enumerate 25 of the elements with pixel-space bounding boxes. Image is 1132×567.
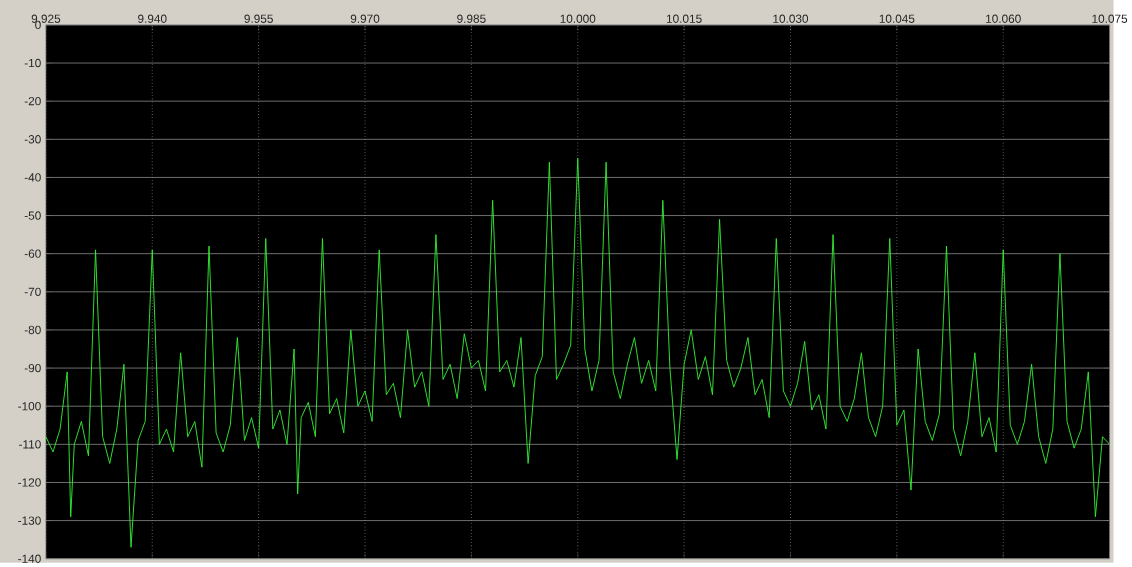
y-tick-label: -100 [18,401,41,411]
x-tick-label: 10.075 [1092,14,1128,23]
y-tick-label: -130 [18,516,41,525]
y-tick-label: -70 [24,287,41,296]
y-tick-label: -110 [19,440,41,449]
y-tick-label: -10 [24,58,41,68]
x-tick-label: 9.955 [244,14,273,23]
x-tick-label: 10.030 [773,14,809,23]
x-tick-label: 9.985 [457,14,486,23]
y-tick-label: -80 [24,325,41,334]
y-tick-label: -50 [24,211,41,220]
x-tick-label: 9.940 [138,14,167,23]
x-tick-label: 10.060 [986,14,1021,23]
y-tick-label: -60 [24,249,41,258]
y-tick-label: -140 [18,554,41,563]
y-tick-label: -120 [18,478,41,487]
x-tick-label: 10.045 [879,14,915,23]
y-tick-label: -30 [24,134,41,144]
y-tick-label: -20 [24,96,41,106]
y-tick-label: -40 [24,173,41,182]
x-tick-label: 10.000 [560,14,596,23]
x-tick-label: 10.015 [666,14,702,23]
y-tick-label: -90 [24,363,41,373]
line-series [45,157,1110,548]
x-tick-label: 9.970 [350,14,380,23]
